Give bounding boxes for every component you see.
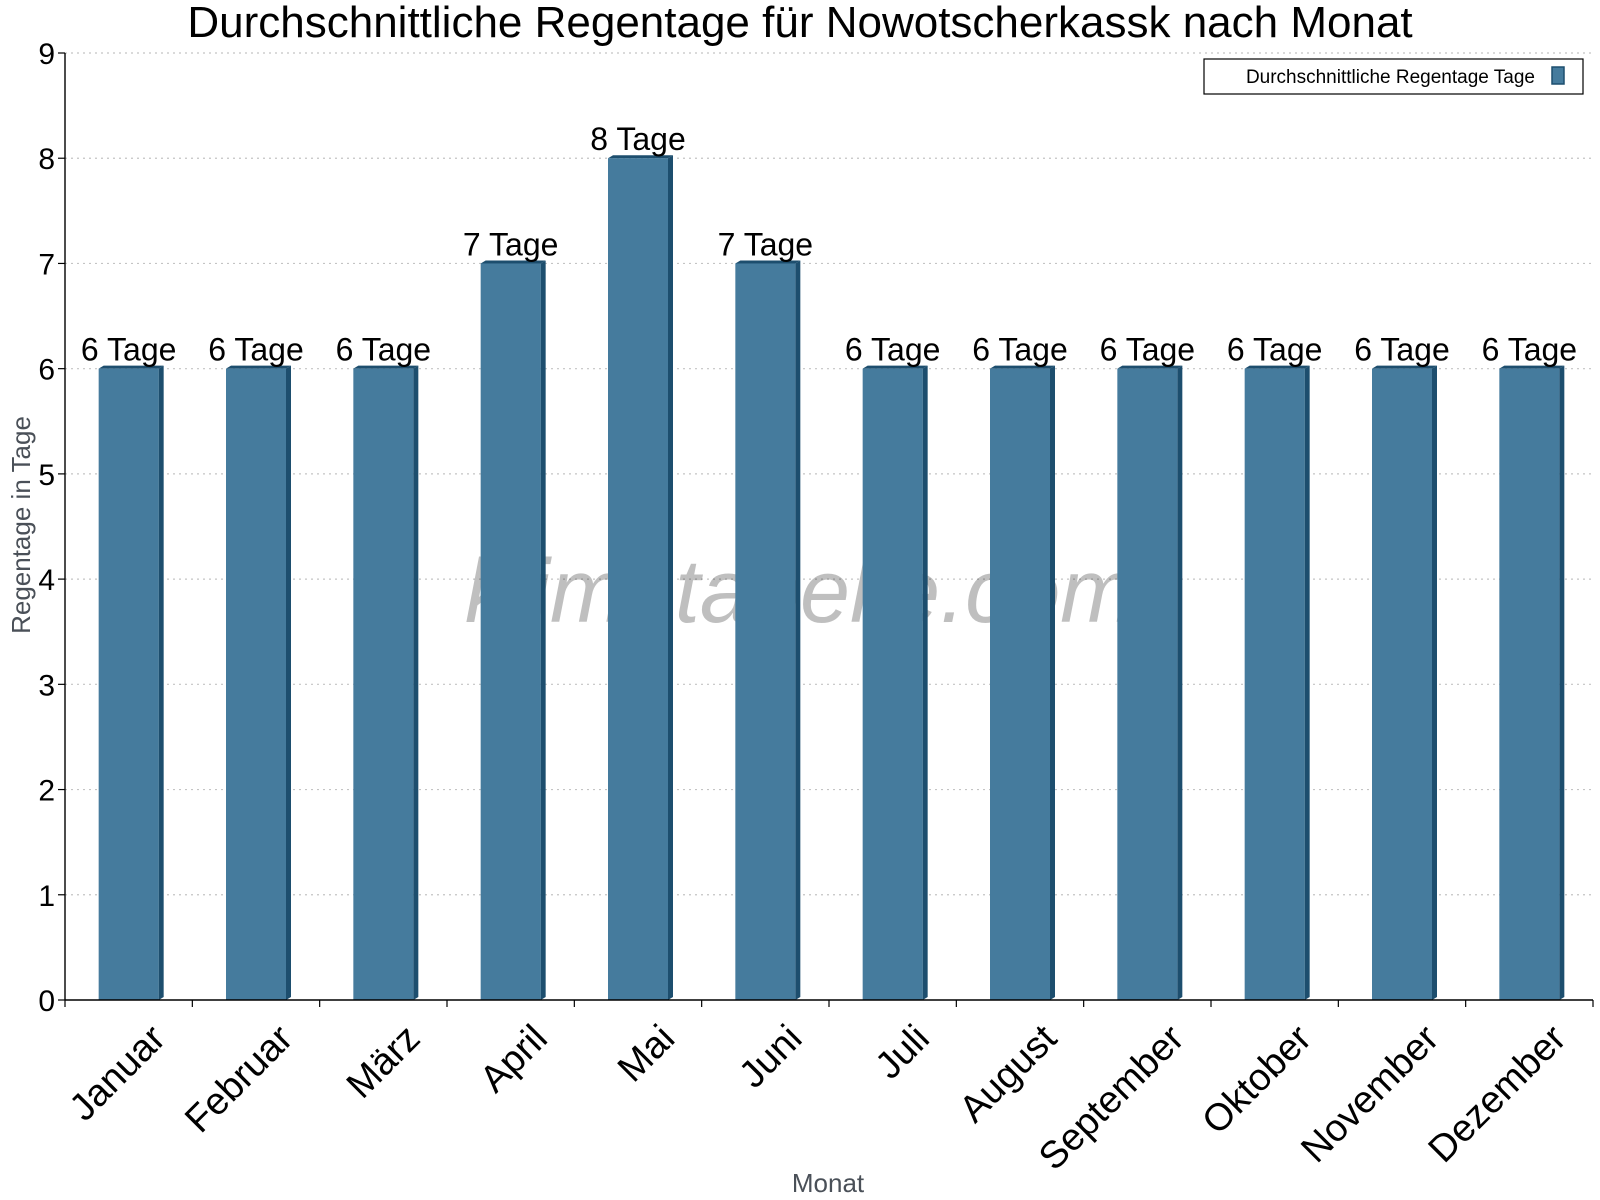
data-label: 6 Tage xyxy=(336,332,432,368)
data-label: 6 Tage xyxy=(1227,332,1323,368)
bar xyxy=(353,368,414,1001)
bar-top xyxy=(226,365,291,369)
x-axis-title: Monat xyxy=(792,1168,865,1198)
bar-side xyxy=(1050,365,1055,1001)
bar-group: 6 Tage xyxy=(1227,332,1323,1001)
legend-swatch xyxy=(1551,66,1565,85)
bar xyxy=(480,263,541,1000)
bars: 6 Tage 6 Tage 6 Tage 7 Tage 8 Tage 7 Tage 6 Ta… xyxy=(81,121,1578,1001)
bar-top xyxy=(98,365,164,369)
x-tick-label: Mai xyxy=(610,1017,683,1090)
x-tick-label: März xyxy=(339,1017,428,1106)
legend-label: Durchschnittliche Regentage Tage xyxy=(1246,67,1535,88)
bar-top xyxy=(735,260,801,264)
x-tick-label: Oktober xyxy=(1194,1017,1320,1143)
bar-top xyxy=(1499,365,1565,369)
x-tick-label: Januar xyxy=(62,1017,174,1129)
x-tick-label: Dezember xyxy=(1421,1017,1575,1171)
y-axis-title: Regentage in Tage xyxy=(6,416,36,634)
data-label: 6 Tage xyxy=(972,332,1068,368)
chart-title: Durchschnittliche Regentage für Nowotsch… xyxy=(187,0,1412,47)
x-tick-label: Juli xyxy=(868,1017,938,1087)
bar-group: 6 Tage xyxy=(208,332,304,1001)
legend: Durchschnittliche Regentage Tage xyxy=(1203,58,1584,95)
data-label: 8 Tage xyxy=(590,121,686,157)
data-label: 6 Tage xyxy=(81,332,177,368)
data-label: 6 Tage xyxy=(1100,332,1196,368)
bar-side xyxy=(922,365,928,1001)
y-tick-label: 6 xyxy=(38,354,55,387)
bar-side xyxy=(540,260,546,1000)
bar-side xyxy=(1559,365,1565,1001)
bar-group: 6 Tage xyxy=(81,332,177,1001)
bar-top xyxy=(1372,365,1437,369)
x-tick-label: Juni xyxy=(731,1017,810,1096)
bar-side xyxy=(413,365,419,1001)
bar-top xyxy=(353,365,419,369)
y-tick-label: 9 xyxy=(38,38,55,71)
bar-group: 6 Tage xyxy=(1482,332,1578,1001)
bar-top xyxy=(1244,365,1310,369)
data-label: 6 Tage xyxy=(208,332,304,368)
bar-top xyxy=(862,365,928,369)
bar-top xyxy=(990,365,1055,369)
bar-top xyxy=(480,260,546,264)
x-tick-label: Februar xyxy=(177,1017,301,1141)
bar-group: 6 Tage xyxy=(972,332,1068,1001)
y-tick-label: 7 xyxy=(38,248,55,281)
bar xyxy=(608,158,668,1000)
bar-group: 6 Tage xyxy=(1100,332,1196,1001)
bar-side xyxy=(158,365,164,1001)
bar-side xyxy=(1432,365,1437,1001)
x-tick-label: August xyxy=(952,1017,1066,1131)
x-tick-label: April xyxy=(472,1017,555,1100)
bar-group: 6 Tage xyxy=(1354,332,1450,1001)
bar-side xyxy=(795,260,801,1000)
y-tick-label: 8 xyxy=(38,143,55,176)
y-tick-label: 2 xyxy=(38,775,55,808)
bar-group: 6 Tage xyxy=(336,332,432,1001)
bar-side xyxy=(1304,365,1310,1001)
bar-top xyxy=(1117,365,1183,369)
y-tick-label: 4 xyxy=(38,564,55,597)
bar-group: 7 Tage xyxy=(718,226,814,1000)
bar xyxy=(735,263,796,1000)
bar xyxy=(1499,368,1560,1001)
bar-group: 7 Tage xyxy=(463,226,559,1000)
bar xyxy=(862,368,923,1001)
y-tick-label: 0 xyxy=(38,985,55,1018)
bar xyxy=(1117,368,1178,1001)
bar xyxy=(1372,368,1432,1001)
y-tick-label: 3 xyxy=(38,669,55,702)
data-label: 7 Tage xyxy=(463,226,559,262)
data-label: 6 Tage xyxy=(1354,332,1450,368)
bar-top xyxy=(608,155,673,159)
x-tick-label: November xyxy=(1293,1017,1447,1171)
bar-group: 6 Tage xyxy=(845,332,941,1001)
data-label: 6 Tage xyxy=(1482,332,1578,368)
bar xyxy=(990,368,1050,1001)
bar-side xyxy=(286,365,291,1001)
bar-group: 8 Tage xyxy=(590,121,686,1000)
y-tick-label: 1 xyxy=(38,880,55,913)
gridlines xyxy=(65,52,1593,896)
bar-side xyxy=(1177,365,1183,1001)
legend-box xyxy=(1203,58,1584,95)
bar xyxy=(226,368,286,1001)
bar xyxy=(1244,368,1305,1001)
bar-side xyxy=(668,155,673,1000)
data-label: 6 Tage xyxy=(845,332,941,368)
data-label: 7 Tage xyxy=(718,226,814,262)
bar xyxy=(98,368,159,1001)
y-tick-label: 5 xyxy=(38,459,55,492)
